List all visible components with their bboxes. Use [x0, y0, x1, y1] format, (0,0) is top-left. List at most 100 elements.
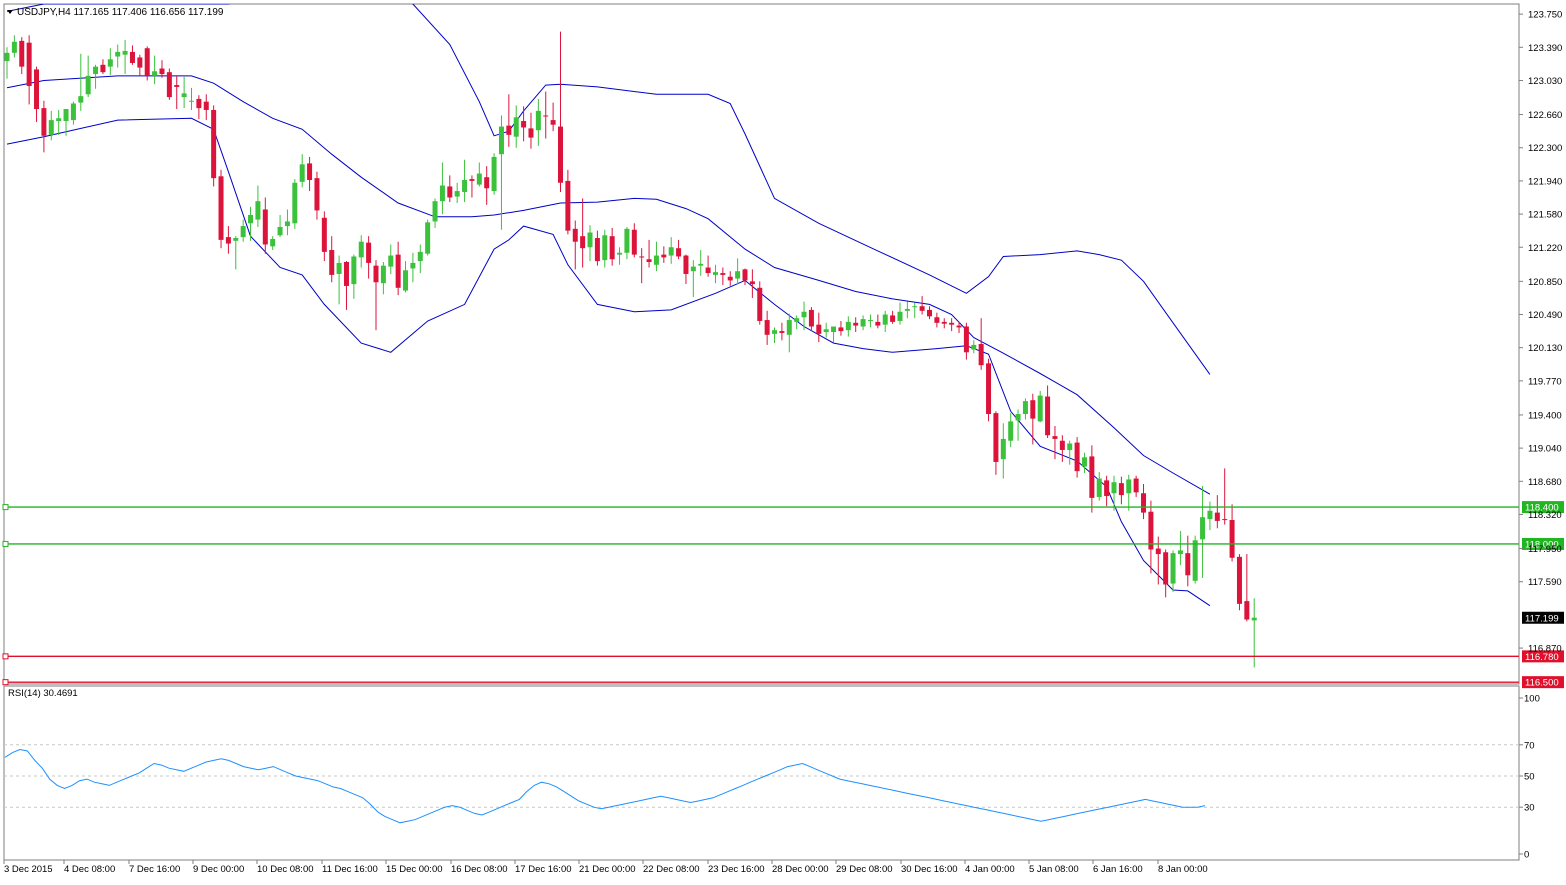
price-tick-label: 121.940	[1528, 176, 1562, 187]
candle	[351, 254, 357, 299]
candle-body	[786, 320, 792, 335]
candle-body	[410, 262, 416, 269]
candle	[122, 39, 128, 75]
rsi-tick-label: 100	[1524, 694, 1540, 705]
rsi-tick-label: 0	[1524, 850, 1529, 861]
candle-body	[853, 322, 859, 326]
candle-body	[373, 265, 379, 283]
candle	[137, 54, 143, 76]
candle	[912, 302, 918, 319]
candle-body	[757, 287, 763, 321]
candle	[432, 198, 438, 228]
candle	[129, 45, 135, 65]
candle-body	[248, 215, 254, 224]
candle-body	[1045, 396, 1051, 436]
candle	[1111, 475, 1117, 511]
candle-body	[469, 179, 475, 181]
candle-body	[1037, 395, 1043, 422]
candle-body	[1148, 511, 1154, 550]
time-tick-label: 5 Jan 08:00	[1029, 864, 1079, 875]
candle	[742, 268, 748, 286]
candle	[1081, 452, 1087, 473]
rsi-tick-label: 30	[1524, 803, 1535, 814]
candle-body	[838, 327, 844, 332]
candle	[211, 105, 217, 187]
candle	[70, 101, 76, 125]
level-handle	[2, 653, 9, 660]
candle	[875, 314, 881, 329]
candle-body	[1214, 512, 1220, 521]
candle-body	[565, 180, 571, 231]
price-tick-label: 120.490	[1528, 310, 1562, 321]
triangle-down-icon[interactable]	[7, 10, 13, 14]
level-handle	[2, 540, 9, 547]
candle	[698, 250, 704, 276]
candle-body	[690, 266, 696, 272]
candle-body	[462, 179, 468, 192]
candle	[794, 315, 800, 330]
candle	[233, 236, 239, 270]
candle	[1236, 554, 1242, 611]
candle	[491, 153, 497, 195]
candle-body	[388, 255, 394, 267]
candle	[26, 35, 32, 105]
candle-body	[358, 241, 364, 258]
candle-body	[380, 265, 386, 284]
candle	[1059, 435, 1065, 462]
candle	[34, 66, 40, 122]
candle	[240, 219, 246, 242]
candle	[949, 318, 955, 332]
candle	[690, 260, 696, 298]
candle-body	[904, 308, 910, 311]
candle	[476, 162, 482, 187]
candle-body	[794, 318, 800, 322]
candle	[11, 35, 17, 58]
candle-body	[580, 236, 586, 249]
candle-body	[1074, 442, 1080, 472]
candle-body	[882, 314, 888, 325]
candle	[284, 209, 290, 236]
candle-body	[85, 75, 91, 95]
candle-body	[1229, 519, 1235, 558]
candle	[941, 318, 947, 329]
candle	[1177, 531, 1183, 566]
candle	[845, 316, 851, 337]
candle	[956, 321, 962, 333]
candle-body	[513, 117, 519, 137]
candle	[550, 102, 556, 132]
candle	[1052, 426, 1058, 460]
candle	[1067, 440, 1073, 465]
candle-body	[993, 413, 999, 462]
horizontal-levels: 118.400 118.000 116.780 116.500 117.199	[2, 501, 1564, 689]
candle	[462, 159, 468, 203]
candle	[321, 211, 327, 262]
time-tick-label: 28 Dec 00:00	[772, 864, 829, 875]
candle-body	[491, 156, 497, 192]
candle-body	[808, 309, 814, 327]
time-tick-label: 7 Dec 16:00	[129, 864, 180, 875]
candle	[225, 226, 231, 254]
candle-body	[329, 250, 335, 275]
price-tick-label: 123.750	[1528, 10, 1562, 21]
candle-body	[653, 255, 659, 265]
candle	[727, 271, 733, 286]
candle	[314, 171, 320, 220]
candle	[1229, 504, 1235, 562]
candle-body	[11, 41, 17, 53]
price-axis: 123.750 123.390 123.030 122.660 122.300 121.9…	[1519, 10, 1562, 655]
candle	[506, 94, 512, 147]
candle	[712, 264, 718, 284]
candle	[1022, 398, 1028, 420]
level-price-tag	[1522, 650, 1564, 663]
candle	[1222, 468, 1228, 525]
candle	[100, 59, 106, 75]
candle-body	[425, 222, 431, 254]
level-price-label: 116.780	[1525, 652, 1559, 663]
candle	[1008, 413, 1014, 448]
candle	[144, 46, 150, 81]
candle-body	[129, 51, 135, 63]
rsi-layer	[4, 744, 1519, 824]
candle	[779, 322, 785, 341]
